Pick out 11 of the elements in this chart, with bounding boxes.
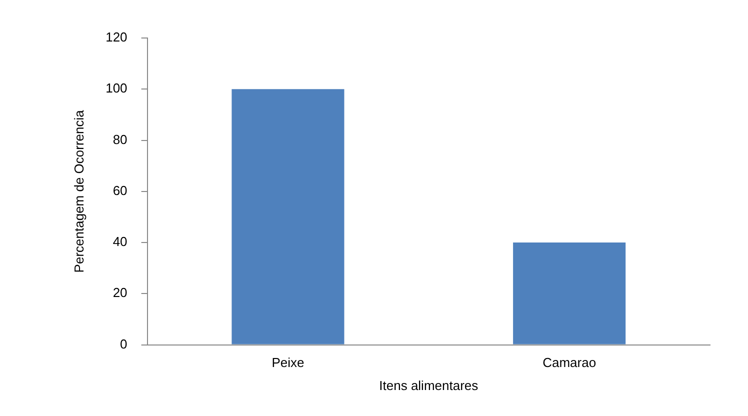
x-axis-title: Itens alimentares bbox=[379, 378, 479, 393]
y-tick-label: 0 bbox=[120, 336, 128, 352]
y-tick-label: 100 bbox=[106, 80, 128, 96]
y-tick-label: 120 bbox=[106, 30, 128, 45]
x-tick-label: Camarao bbox=[542, 355, 596, 370]
y-axis-title: Percentagem de Ocorrencia bbox=[71, 109, 86, 273]
x-tick-label: Peixe bbox=[272, 355, 304, 370]
y-tick-label: 80 bbox=[112, 132, 128, 147]
y-tick-label: 20 bbox=[112, 285, 128, 300]
y-tick-label: 60 bbox=[112, 182, 128, 198]
y-tick-label: 40 bbox=[112, 234, 128, 250]
